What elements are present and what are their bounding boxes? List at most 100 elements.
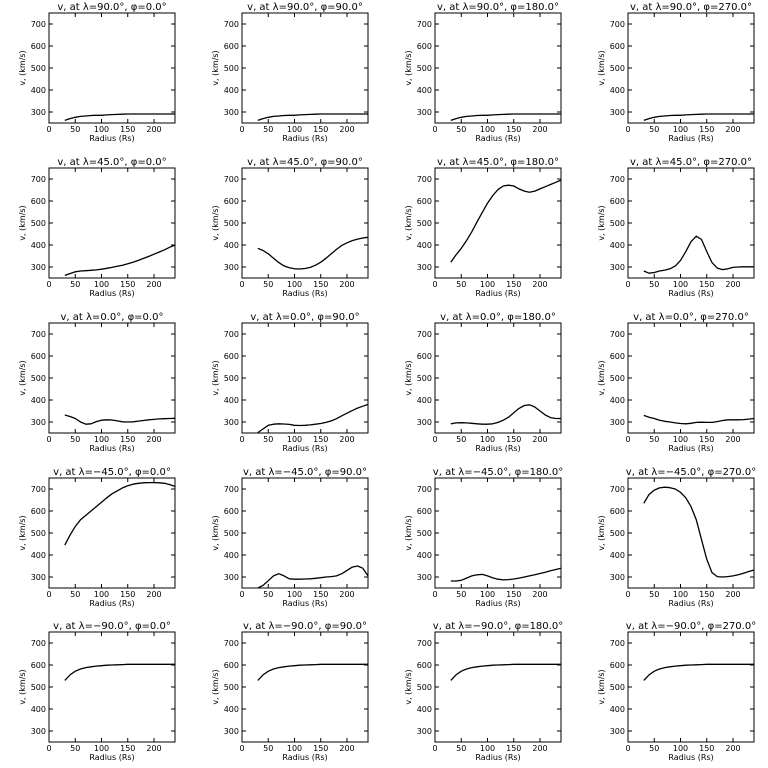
series-line [64,244,176,277]
x-tick-label: 150 [506,125,521,134]
x-tick-label: 100 [94,435,109,444]
x-tick-label: 100 [94,744,109,753]
chart-title: v, at λ=−45.0°, φ=270.0° [626,467,756,478]
y-tick-label: 600 [224,507,239,516]
x-axis-label: Radius (Rs) [475,134,520,143]
plot-frame [241,631,369,743]
x-axis-label: Radius (Rs) [668,444,713,453]
y-tick-label: 400 [417,396,432,405]
y-tick-label: 500 [31,374,46,383]
x-tick-label: 50 [70,125,80,134]
y-tick-label: 500 [417,219,432,228]
y-tick-label: 300 [224,263,239,272]
y-tick-label: 600 [610,507,625,516]
x-axis-label: Radius (Rs) [668,134,713,143]
y-tick-label: 300 [610,108,625,117]
series-line [643,414,755,425]
y-tick-label: 700 [417,330,432,339]
y-tick-label: 700 [31,175,46,184]
y-tick-label: 400 [224,705,239,714]
x-tick-label: 150 [120,280,135,289]
y-tick-label: 400 [224,396,239,405]
y-tick-label: 600 [417,661,432,670]
series-line [257,113,368,122]
x-tick-label: 200 [339,744,354,753]
y-tick-label: 500 [610,64,625,73]
x-tick-label: 0 [239,125,244,134]
y-tick-label: 700 [224,485,239,494]
x-tick-label: 100 [673,125,688,134]
y-tick-label: 300 [417,573,432,582]
plot-frame [627,167,755,279]
x-tick-label: 0 [46,280,51,289]
y-tick-label: 600 [610,661,625,670]
x-tick-label: 100 [94,280,109,289]
plot-frame [241,12,369,124]
chart-panel-2: v, at λ=90.0°, φ=90.0° 0 50 100 150 200 300 400… [211,2,369,143]
y-axis-label: v, (km/s) [404,50,413,85]
x-tick-label: 0 [432,590,437,599]
y-tick-label: 400 [31,705,46,714]
x-tick-label: 50 [70,280,80,289]
series-line [257,565,369,589]
y-tick-label: 400 [610,86,625,95]
y-axis-label: v, (km/s) [597,669,606,704]
x-axis-label: Radius (Rs) [282,753,327,762]
x-tick-label: 100 [287,435,302,444]
y-tick-label: 600 [31,197,46,206]
x-tick-label: 100 [673,744,688,753]
y-tick-label: 700 [224,175,239,184]
y-tick-label: 400 [610,396,625,405]
y-tick-label: 600 [31,42,46,51]
x-tick-label: 100 [673,280,688,289]
x-tick-label: 100 [94,125,109,134]
y-tick-label: 500 [31,64,46,73]
y-tick-label: 700 [31,330,46,339]
x-tick-label: 100 [480,125,495,134]
x-tick-label: 200 [532,435,547,444]
chart-title: v, at λ=0.0°, φ=90.0° [250,312,359,323]
y-tick-label: 400 [224,86,239,95]
chart-title: v, at λ=90.0°, φ=0.0° [57,2,166,13]
x-tick-label: 150 [506,744,521,753]
chart-title: v, at λ=−90.0°, φ=270.0° [626,621,756,632]
x-tick-label: 150 [313,744,328,753]
x-tick-label: 150 [506,435,521,444]
x-tick-label: 200 [725,125,740,134]
y-tick-label: 300 [417,108,432,117]
chart-title: v, at λ=0.0°, φ=180.0° [440,312,556,323]
x-tick-label: 150 [120,125,135,134]
x-tick-label: 150 [506,590,521,599]
y-tick-label: 500 [224,374,239,383]
x-tick-label: 0 [239,744,244,753]
x-axis-label: Radius (Rs) [282,444,327,453]
y-tick-label: 300 [224,727,239,736]
y-tick-label: 600 [31,507,46,516]
y-tick-label: 500 [417,374,432,383]
x-tick-label: 50 [649,435,659,444]
x-tick-label: 50 [456,280,466,289]
y-tick-label: 500 [610,374,625,383]
x-axis-label: Radius (Rs) [89,753,134,762]
chart-panel-9: v, at λ=0.0°, φ=0.0° 0 50 100 150 200 300 400 50… [18,312,176,453]
plot-frame [241,167,369,279]
y-axis-label: v, (km/s) [404,205,413,240]
y-tick-label: 500 [31,219,46,228]
y-axis-label: v, (km/s) [597,205,606,240]
y-tick-label: 500 [224,219,239,228]
x-tick-label: 0 [432,744,437,753]
x-axis-label: Radius (Rs) [282,134,327,143]
x-tick-label: 0 [625,744,630,753]
y-tick-label: 300 [224,573,239,582]
y-tick-label: 700 [610,639,625,648]
y-tick-label: 700 [417,639,432,648]
x-axis-label: Radius (Rs) [89,289,134,298]
y-tick-label: 600 [417,507,432,516]
y-axis-label: v, (km/s) [211,669,220,704]
x-axis-label: Radius (Rs) [89,599,134,608]
y-tick-label: 700 [31,639,46,648]
x-tick-label: 50 [263,125,273,134]
y-tick-label: 600 [31,661,46,670]
x-tick-label: 100 [287,590,302,599]
x-tick-label: 200 [339,280,354,289]
